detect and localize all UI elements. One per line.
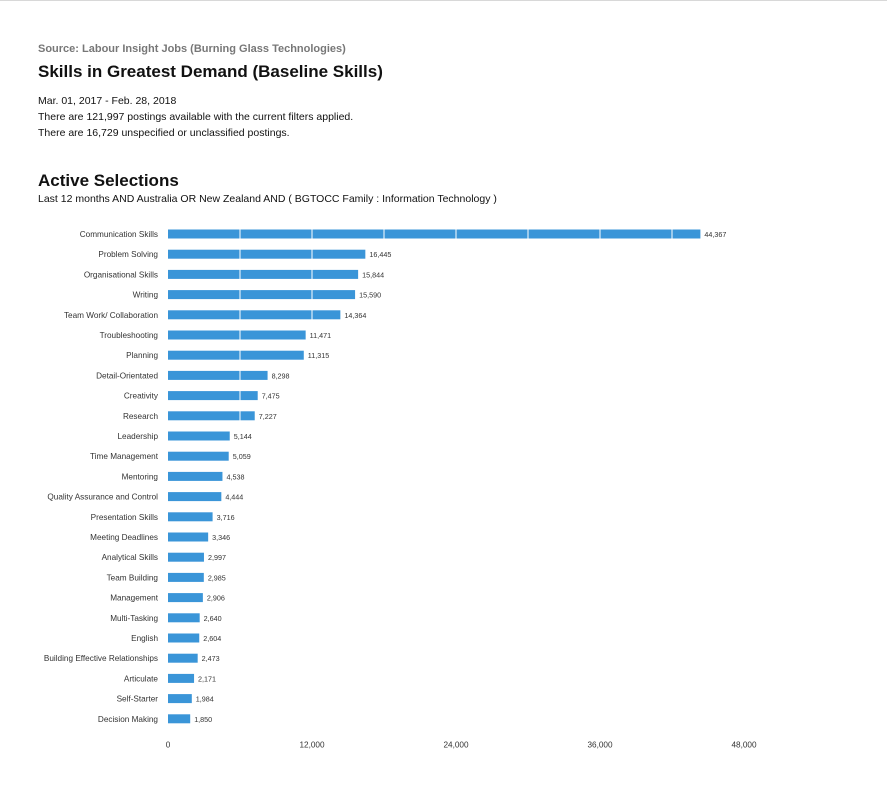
value-label: 3,716	[217, 513, 235, 522]
bar	[168, 229, 701, 239]
x-tick-label: 12,000	[299, 740, 324, 749]
value-label: 4,538	[226, 472, 244, 481]
category-label: Decision Making	[98, 715, 159, 724]
bar	[168, 350, 304, 360]
report-info: Mar. 01, 2017 - Feb. 28, 2018 There are …	[38, 93, 353, 141]
category-label: Articulate	[124, 674, 159, 683]
bar	[168, 451, 229, 461]
bar	[168, 613, 200, 623]
category-label: Detail-Orientated	[96, 371, 158, 380]
bar	[168, 694, 192, 704]
value-label: 16,445	[369, 250, 391, 259]
value-label: 7,475	[262, 392, 280, 401]
value-label: 5,144	[234, 432, 252, 441]
bar	[168, 593, 203, 603]
x-axis: 0 12,000 24,000 36,000 48,000	[166, 740, 757, 749]
bars-layer	[168, 229, 701, 724]
category-label: Building Effective Relationships	[44, 654, 158, 663]
unspecified-count-line: There are 16,729 unspecified or unclassi…	[38, 127, 290, 139]
bar	[168, 249, 366, 259]
value-label: 2,985	[208, 573, 226, 582]
bar	[168, 370, 268, 380]
bar	[168, 330, 306, 340]
bar	[168, 391, 258, 401]
bar	[168, 552, 204, 562]
value-label: 4,444	[225, 493, 243, 502]
category-label: Creativity	[124, 392, 159, 401]
category-label: Leadership	[117, 432, 158, 441]
bar	[168, 411, 255, 421]
category-label: Presentation Skills	[91, 513, 158, 522]
value-label: 44,367	[704, 230, 726, 239]
x-tick-label: 24,000	[443, 740, 468, 749]
category-label: Organisational Skills	[84, 270, 158, 279]
x-tick-label: 36,000	[587, 740, 612, 749]
skills-bar-chart: Communication Skills 44,367 Problem Solvin…	[44, 227, 757, 749]
category-label: Writing	[133, 291, 159, 300]
value-label: 5,059	[233, 452, 251, 461]
bar	[168, 269, 359, 279]
category-label: Planning	[126, 351, 158, 360]
value-label: 2,473	[202, 654, 220, 663]
date-range: Mar. 01, 2017 - Feb. 28, 2018	[38, 95, 177, 107]
value-label: 3,346	[212, 533, 230, 542]
report-title: Skills in Greatest Demand (Baseline Skil…	[38, 62, 383, 81]
bar	[168, 471, 223, 481]
value-label: 15,590	[359, 291, 381, 300]
bar	[168, 512, 213, 522]
category-label: Quality Assurance and Control	[47, 493, 158, 502]
category-label: Mentoring	[122, 472, 159, 481]
value-label: 14,364	[344, 311, 366, 320]
category-label: English	[131, 634, 158, 643]
postings-count-line: There are 121,997 postings available wit…	[38, 111, 354, 123]
category-label: Problem Solving	[98, 250, 158, 259]
category-label: Team Building	[107, 573, 159, 582]
bar	[168, 431, 230, 441]
value-label: 2,906	[207, 594, 225, 603]
category-label: Meeting Deadlines	[90, 533, 158, 542]
x-tick-label: 0	[166, 740, 171, 749]
bar	[168, 310, 341, 320]
category-label: Management	[110, 594, 159, 603]
bar	[168, 290, 356, 300]
value-label: 1,984	[196, 695, 214, 704]
category-label: Communication Skills	[80, 230, 158, 239]
active-selections-text: Last 12 months AND Australia OR New Zeal…	[38, 193, 497, 205]
value-label: 7,227	[259, 412, 277, 421]
category-label: Research	[123, 412, 158, 421]
bar	[168, 492, 222, 502]
category-label: Time Management	[90, 452, 159, 461]
value-label: 15,844	[362, 270, 384, 279]
value-label: 2,640	[204, 614, 222, 623]
source-line: Source: Labour Insight Jobs (Burning Gla…	[38, 43, 346, 55]
value-label: 8,298	[272, 371, 290, 380]
bar	[168, 673, 195, 683]
bar	[168, 653, 198, 663]
value-label: 2,604	[203, 634, 221, 643]
bar	[168, 532, 209, 542]
value-label: 11,471	[310, 331, 331, 340]
bar	[168, 633, 200, 643]
bar	[168, 714, 191, 724]
category-label: Analytical Skills	[102, 553, 158, 562]
category-label: Troubleshooting	[100, 331, 159, 340]
value-label: 2,997	[208, 553, 226, 562]
category-label: Multi-Tasking	[110, 614, 158, 623]
active-selections-title: Active Selections	[38, 171, 179, 190]
grid-layer	[239, 227, 745, 728]
value-label: 1,850	[194, 715, 212, 724]
labels-layer: Communication Skills 44,367 Problem Solvin…	[44, 230, 726, 724]
x-tick-label: 48,000	[731, 740, 756, 749]
category-label: Self-Starter	[117, 695, 159, 704]
value-label: 11,315	[308, 351, 329, 360]
bar	[168, 572, 204, 582]
value-label: 2,171	[198, 674, 216, 683]
category-label: Team Work/ Collaboration	[64, 311, 158, 320]
